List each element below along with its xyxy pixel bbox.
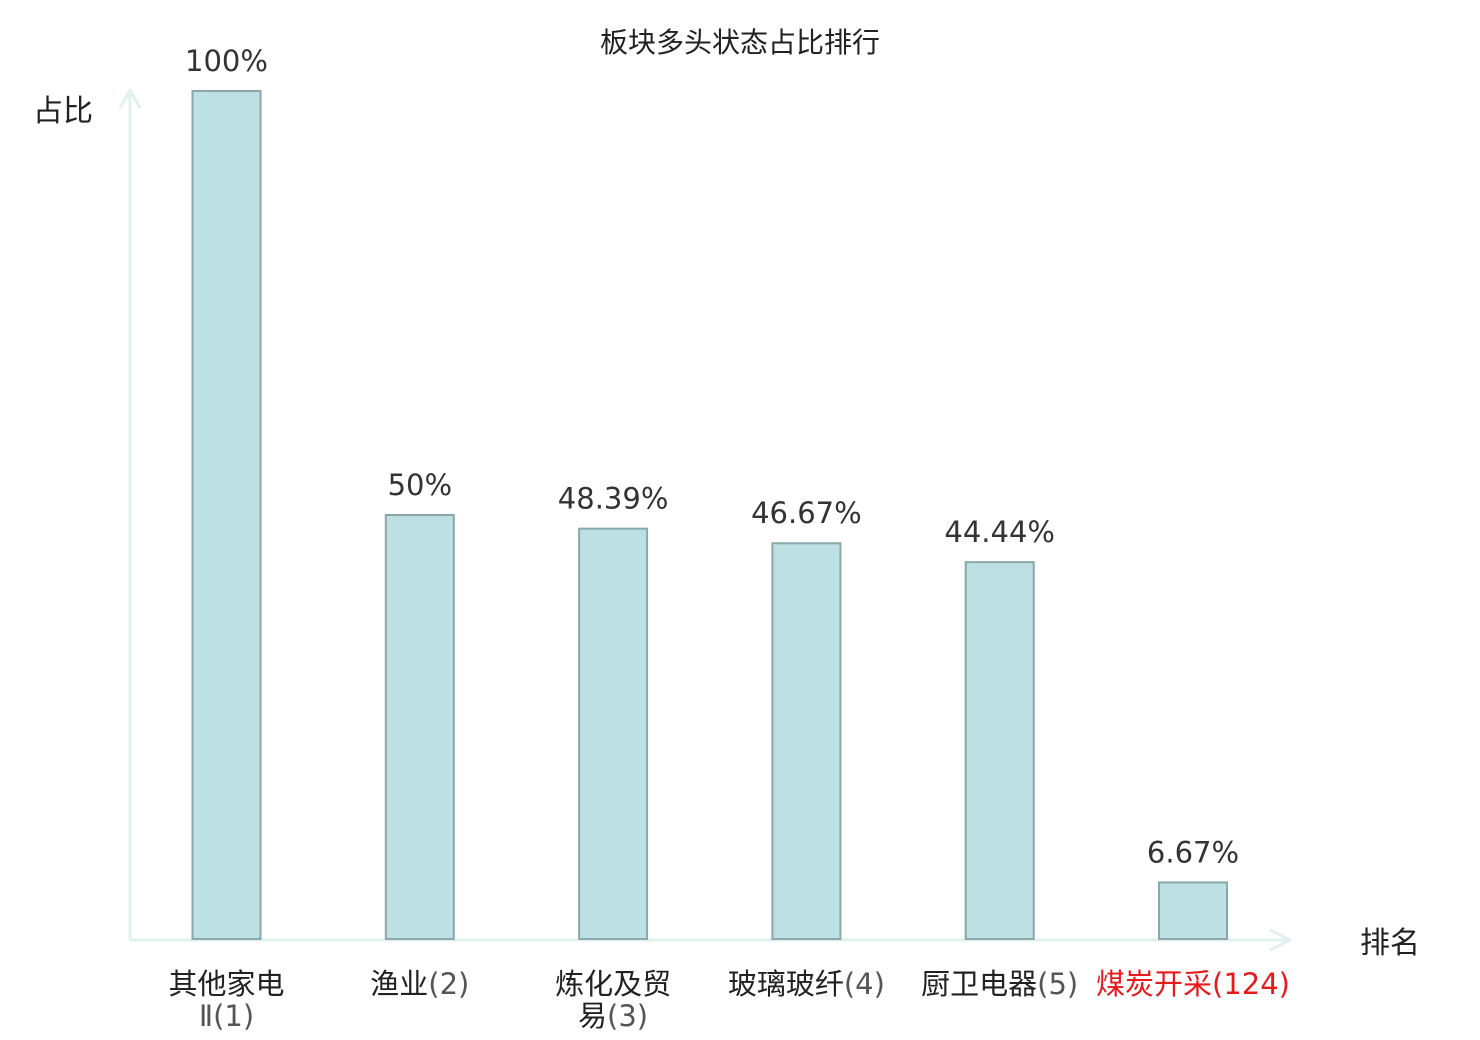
category-label-3-line-1: 炼化及贸 bbox=[555, 967, 671, 1001]
value-labels-group: 100% 50% 48.39% 46.67% 44.44% 6.67% bbox=[185, 44, 1239, 869]
x-axis-label: 排名 bbox=[1360, 926, 1420, 961]
x-axis bbox=[130, 928, 1292, 952]
bar-2 bbox=[384, 514, 455, 940]
chart-title: 板块多头状态占比排行 bbox=[600, 26, 880, 59]
category-label-3-line-2: 易(3) bbox=[578, 999, 648, 1033]
value-label-1: 100% bbox=[185, 44, 268, 78]
y-axis bbox=[118, 88, 142, 940]
value-label-5: 44.44% bbox=[944, 515, 1055, 549]
category-label-1-line-2: Ⅱ(1) bbox=[199, 999, 254, 1033]
category-label-1-line-1: 其他家电 bbox=[168, 967, 284, 1001]
category-label-5: 厨卫电器(5) bbox=[921, 967, 1078, 1001]
category-label-2: 渔业(2) bbox=[370, 967, 469, 1001]
value-label-6: 6.67% bbox=[1147, 835, 1239, 869]
y-axis-label: 占比 bbox=[33, 94, 93, 129]
category-label-6: 煤炭开采(124) bbox=[1096, 967, 1290, 1001]
bar-5 bbox=[964, 561, 1035, 940]
value-label-4: 46.67% bbox=[751, 496, 862, 530]
bars-group bbox=[191, 90, 1228, 941]
category-label-4: 玻璃玻纤(4) bbox=[728, 967, 885, 1001]
bar-3 bbox=[578, 527, 649, 940]
value-label-2: 50% bbox=[388, 468, 452, 502]
bar-4 bbox=[771, 542, 842, 940]
bar-1 bbox=[191, 90, 262, 940]
value-label-3: 48.39% bbox=[558, 482, 669, 516]
bar-6 bbox=[1158, 881, 1228, 941]
